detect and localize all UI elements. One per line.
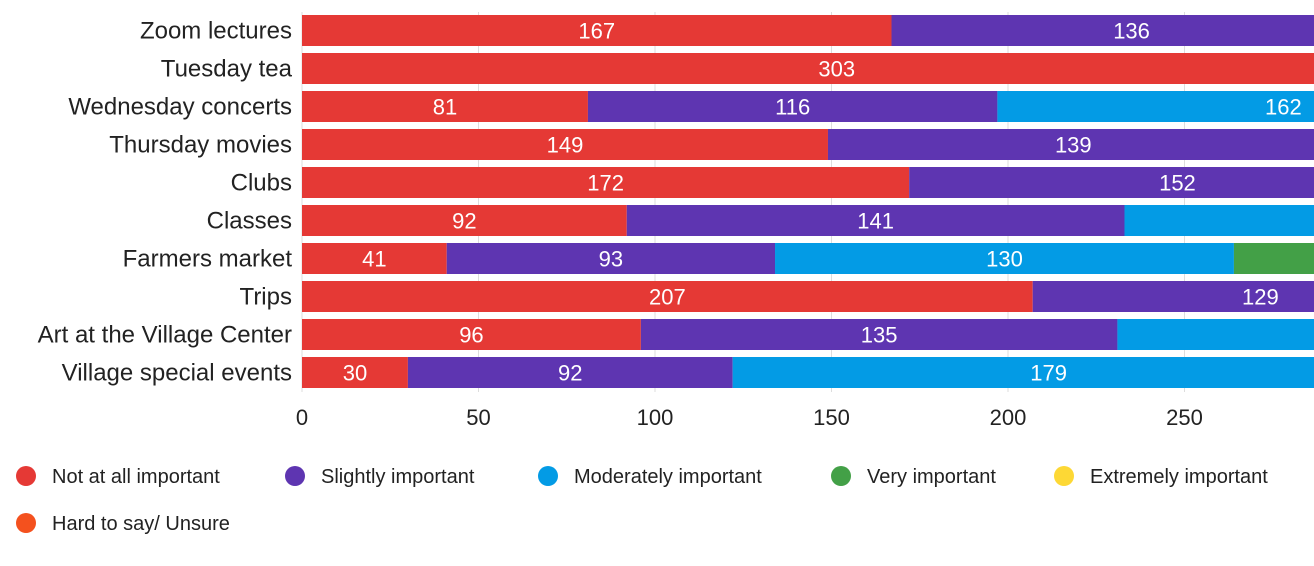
category-label-farmers-market: Farmers market (123, 246, 293, 273)
bar-wednesday-concerts-moderately-important (997, 91, 1314, 122)
bar-art-at-the-village-center-slightly-important (640, 319, 1118, 350)
category-label-thursday-movies: Thursday movies (109, 132, 292, 159)
bar-wednesday-concerts-not-at-all-important (302, 91, 588, 122)
data-label-clubs-slightly-important: 152 (1159, 171, 1196, 196)
legend-swatch-hard-to-say-unsure (16, 513, 36, 533)
bar-trips-not-at-all-important (302, 281, 1033, 312)
bar-zoom-lectures-not-at-all-important (302, 15, 892, 46)
legend-label-hard-to-say-unsure: Hard to say/ Unsure (52, 513, 230, 535)
category-label-tuesday-tea: Tuesday tea (161, 56, 293, 83)
category-label-trips: Trips (240, 284, 292, 311)
legend-swatch-not-at-all-important (16, 466, 36, 486)
bar-classes-moderately-important (1124, 205, 1314, 236)
legend-label-extremely-important: Extremely important (1090, 466, 1268, 488)
data-label-art-at-the-village-center-slightly-important: 135 (861, 323, 898, 348)
bar-segments: 1671361305634413039963325181116162115702… (302, 15, 1314, 388)
category-label-village-special-events: Village special events (62, 360, 292, 387)
data-label-zoom-lectures-slightly-important: 136 (1113, 19, 1150, 44)
bar-thursday-movies-not-at-all-important (302, 129, 828, 160)
category-label-art-at-the-village-center: Art at the Village Center (38, 322, 292, 349)
legend-label-moderately-important: Moderately important (574, 466, 762, 488)
x-tick-label-0: 0 (296, 405, 308, 430)
category-label-clubs: Clubs (231, 170, 292, 197)
data-label-art-at-the-village-center-not-at-all-important: 96 (459, 323, 483, 348)
x-axis-tick-labels: 050100150200250300350400450500550 (296, 405, 1203, 430)
legend-swatch-slightly-important (285, 466, 305, 486)
bar-farmers-market-not-at-all-important (302, 243, 447, 274)
data-label-village-special-events-not-at-all-important: 30 (343, 361, 367, 386)
data-label-village-special-events-moderately-important: 179 (1030, 361, 1067, 386)
data-label-thursday-movies-slightly-important: 139 (1055, 133, 1092, 158)
bar-clubs-slightly-important (909, 167, 1314, 198)
bar-clubs-not-at-all-important (302, 167, 910, 198)
x-tick-label-200: 200 (990, 405, 1027, 430)
x-tick-label-150: 150 (813, 405, 850, 430)
bar-trips-slightly-important (1032, 281, 1314, 312)
data-label-wednesday-concerts-moderately-important: 162 (1265, 95, 1302, 120)
data-label-wednesday-concerts-slightly-important: 116 (775, 95, 810, 120)
x-tick-label-100: 100 (637, 405, 674, 430)
x-tick-label-250: 250 (1166, 405, 1203, 430)
bar-wednesday-concerts-slightly-important (587, 91, 998, 122)
data-label-tuesday-tea-not-at-all-important: 303 (818, 57, 855, 82)
bar-village-special-events-not-at-all-important (302, 357, 408, 388)
bar-zoom-lectures-slightly-important (891, 15, 1314, 46)
bar-thursday-movies-slightly-important (827, 129, 1314, 160)
data-label-farmers-market-moderately-important: 130 (986, 247, 1023, 272)
data-label-village-special-events-slightly-important: 92 (558, 361, 582, 386)
bar-classes-slightly-important (626, 205, 1125, 236)
legend-label-not-at-all-important: Not at all important (52, 466, 220, 488)
data-label-trips-slightly-important: 129 (1242, 285, 1279, 310)
data-label-classes-not-at-all-important: 92 (452, 209, 476, 234)
bar-tuesday-tea-not-at-all-important (302, 53, 1314, 84)
data-label-zoom-lectures-not-at-all-important: 167 (578, 19, 615, 44)
data-label-wednesday-concerts-not-at-all-important: 81 (433, 95, 457, 120)
legend-label-slightly-important: Slightly important (321, 466, 475, 488)
legend-item-slightly-important: Slightly important (285, 466, 475, 488)
data-label-farmers-market-not-at-all-important: 41 (362, 247, 386, 272)
legend-item-hard-to-say-unsure: Hard to say/ Unsure (16, 513, 230, 535)
bar-farmers-market-moderately-important (775, 243, 1234, 274)
legend-swatch-very-important (831, 466, 851, 486)
data-label-trips-not-at-all-important: 207 (649, 285, 686, 310)
category-label-zoom-lectures: Zoom lectures (140, 18, 292, 45)
category-label-classes: Classes (207, 208, 292, 235)
bar-farmers-market-very-important (1233, 243, 1314, 274)
data-label-thursday-movies-not-at-all-important: 149 (547, 133, 584, 158)
category-label-wednesday-concerts: Wednesday concerts (68, 94, 292, 121)
bar-classes-not-at-all-important (302, 205, 627, 236)
legend: Not at all important Slightly important Mo… (16, 466, 1268, 535)
data-label-clubs-not-at-all-important: 172 (587, 171, 624, 196)
legend-item-extremely-important: Extremely important (1054, 466, 1268, 488)
bar-art-at-the-village-center-not-at-all-important (302, 319, 641, 350)
legend-item-very-important: Very important (831, 466, 996, 488)
legend-label-very-important: Very important (867, 466, 996, 488)
data-label-classes-slightly-important: 141 (857, 209, 894, 234)
bar-farmers-market-slightly-important (446, 243, 776, 274)
bar-village-special-events-slightly-important (407, 357, 733, 388)
bar-art-at-the-village-center-moderately-important (1117, 319, 1314, 350)
legend-item-not-at-all-important: Not at all important (16, 466, 220, 488)
category-labels: Zoom lectures Tuesday tea Wednesday concer… (38, 18, 293, 387)
legend-swatch-moderately-important (538, 466, 558, 486)
bar-village-special-events-moderately-important (732, 357, 1314, 388)
legend-swatch-extremely-important (1054, 466, 1074, 486)
legend-item-moderately-important: Moderately important (538, 466, 762, 488)
data-label-farmers-market-slightly-important: 93 (599, 247, 623, 272)
x-tick-label-50: 50 (466, 405, 490, 430)
